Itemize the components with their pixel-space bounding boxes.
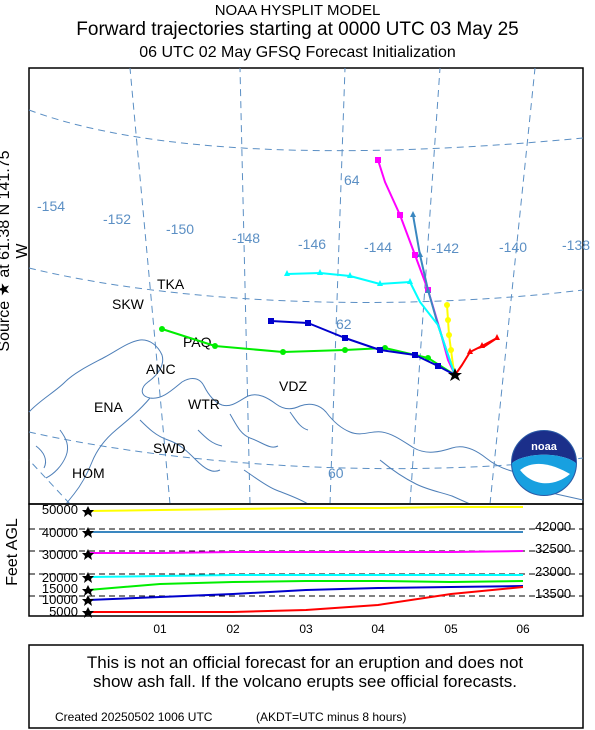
disclaimer-line: This is not an official forecast for an … (86, 653, 524, 672)
station-label: HOM (72, 465, 105, 481)
longitude-label: -152 (103, 211, 131, 227)
longitude-label: -148 (232, 230, 260, 246)
profile-y-tick: 40000 (42, 525, 78, 540)
forecast-init-title: 06 UTC 02 May GFSQ Forecast Initializati… (139, 44, 456, 61)
coastline (28, 339, 584, 505)
disclaimer-line: show ash fall. If the volcano erupts see… (93, 672, 517, 691)
created-timestamp: Created 20250502 1006 UTC (55, 710, 213, 724)
trajectory-blue (270, 320, 456, 376)
latitude-label: 62 (336, 316, 352, 332)
profile-x-tick: 06 (516, 622, 530, 636)
profile-right-label: 13500 (535, 586, 571, 601)
profile-y-tick: 20000 (42, 570, 78, 585)
profile-green (87, 580, 524, 591)
profile-y-tick: 50000 (42, 502, 78, 517)
model-title: NOAA HYSPLIT MODEL (214, 2, 381, 19)
profile-cyan (87, 574, 523, 578)
trajectory-red (454, 337, 498, 376)
station-label: VDZ (279, 378, 307, 394)
disclaimer-frame (28, 644, 584, 729)
profile-red (88, 586, 524, 613)
station-label: ENA (94, 399, 123, 415)
profile-x-tick: 05 (444, 622, 458, 636)
station-label: WTR (188, 396, 220, 412)
profile-x-tick: 04 (371, 622, 385, 636)
longitude-label: -138 (562, 237, 590, 253)
profile-right-label: 23000 (535, 564, 571, 579)
noaa-logo: noaa (511, 430, 577, 496)
profile-yellow (87, 506, 523, 512)
map-frame (28, 67, 584, 505)
longitude-label: -140 (499, 239, 527, 255)
profile-x-tick: 01 (153, 622, 167, 636)
longitude-label: -142 (431, 240, 459, 256)
latitude-label: 64 (344, 172, 360, 188)
profile-y-tick: 15000 (42, 581, 78, 596)
profile-x-tick: 02 (226, 622, 240, 636)
longitude-label: -144 (364, 239, 392, 255)
profile-right-label: 32500 (535, 541, 571, 556)
trajectory-magenta (377, 159, 456, 376)
profile-magenta (88, 550, 524, 554)
noaa-logo-text: noaa (531, 441, 558, 453)
trajectory-title: Forward trajectories starting at 0000 UT… (76, 19, 519, 40)
station-label: SKW (112, 296, 145, 312)
profile-y-tick: 30000 (42, 547, 78, 562)
profile-blue (87, 585, 524, 601)
map-graticule (28, 67, 584, 505)
latitude-label: 60 (328, 465, 344, 481)
profile-y-tick: 5000 (49, 604, 78, 619)
profile-right-label: 42000 (535, 519, 571, 534)
profile-frame (28, 503, 584, 617)
station-label: TKA (157, 276, 185, 292)
profile-x-tick: 03 (299, 622, 313, 636)
timezone-note: (AKDT=UTC minus 8 hours) (256, 710, 407, 724)
station-label: SWD (153, 440, 186, 456)
source-star-marker (448, 368, 462, 381)
longitude-label: -154 (37, 198, 65, 214)
profile-y-tick: 10000 (42, 592, 78, 607)
longitude-label: -146 (298, 236, 326, 252)
station-label: ANC (146, 361, 176, 377)
longitude-label: -150 (166, 221, 194, 237)
